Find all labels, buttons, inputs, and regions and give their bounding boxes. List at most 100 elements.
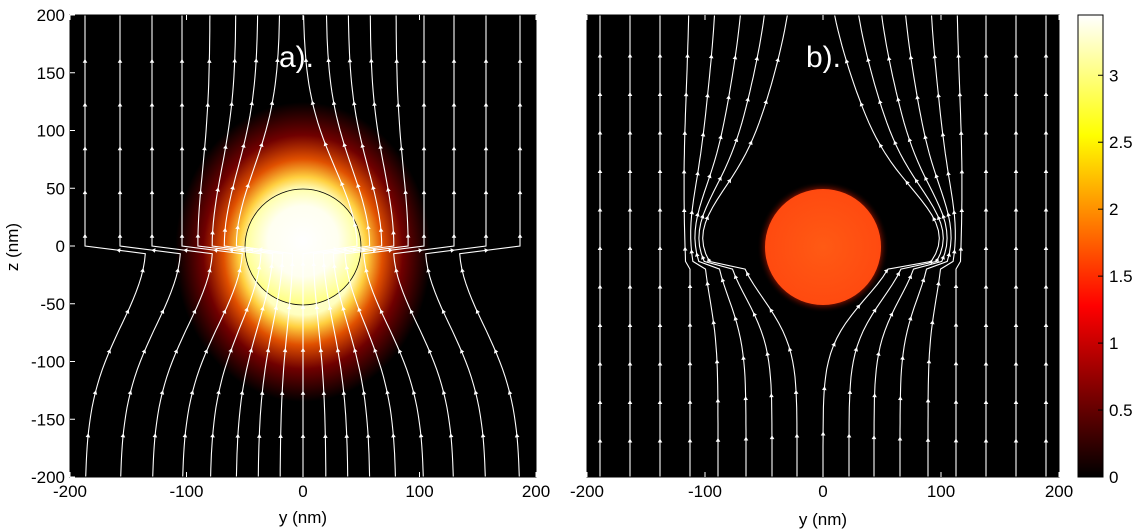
streamline-arrow	[745, 97, 750, 102]
streamline	[425, 15, 487, 477]
streamline-arrow	[260, 306, 265, 311]
streamline-arrow	[711, 320, 717, 325]
streamline-arrow	[1013, 130, 1019, 135]
streamline-arrow	[344, 265, 350, 270]
streamline-arrow	[754, 56, 759, 61]
streamline-arrow	[951, 249, 957, 254]
streamline-arrow	[1043, 169, 1049, 173]
streamline-arrow	[983, 169, 989, 173]
streamline-arrow	[192, 309, 197, 314]
streamline-arrow	[517, 146, 523, 151]
streamline-arrow	[897, 396, 903, 401]
streamline-arrow	[695, 252, 700, 257]
streamline-arrow	[923, 134, 928, 140]
streamline-arrow	[958, 130, 964, 135]
streamline-arrow	[179, 58, 185, 63]
streamline-arrow	[893, 140, 898, 146]
streamline-arrow	[681, 169, 687, 174]
streamline-arrow	[941, 214, 947, 219]
streamline-arrow	[391, 230, 396, 235]
streamline-arrow	[473, 390, 479, 395]
streamline-arrow	[876, 351, 881, 356]
x-tick-label: -200	[570, 482, 604, 501]
streamline-arrow	[237, 268, 242, 273]
streamline-arrow	[715, 398, 721, 403]
streamline-arrow	[149, 102, 155, 107]
streamline-arrow	[371, 185, 376, 190]
streamline-arrow	[321, 390, 327, 396]
streamline-arrow	[657, 92, 663, 96]
streamline-arrow	[116, 248, 121, 253]
streamline-arrow	[769, 308, 774, 313]
streamline-arrow	[1013, 207, 1019, 212]
streamline-arrow	[708, 54, 714, 59]
streamline-arrow	[232, 58, 237, 63]
streamline-arrow	[256, 433, 262, 438]
streamline-arrow	[229, 101, 234, 106]
streamline-arrow	[934, 257, 939, 263]
streamline-arrow	[426, 268, 431, 273]
streamline	[459, 15, 521, 477]
streamline-arrow	[450, 248, 455, 253]
streamline-arrow	[245, 183, 250, 188]
streamline-arrow	[707, 173, 712, 179]
streamline-arrow	[352, 101, 357, 106]
streamline-arrow	[748, 140, 753, 146]
streamline-arrow	[733, 316, 739, 321]
streamline-arrow	[223, 144, 228, 150]
streamline-arrow	[597, 246, 603, 250]
streamline-arrow	[120, 433, 126, 438]
streamline-arrow	[394, 268, 399, 273]
streamline-arrow	[925, 437, 931, 442]
y-tick-label: 200	[37, 6, 65, 25]
streamline-arrow	[451, 233, 457, 238]
streamline-arrow	[924, 176, 929, 181]
streamline-arrow	[303, 58, 309, 63]
streamline-arrow	[460, 268, 465, 273]
streamline-arrow	[300, 433, 306, 438]
streamline-arrow	[959, 208, 965, 213]
streamline	[702, 15, 798, 477]
streamline-arrow	[866, 57, 871, 63]
streamline-arrow	[300, 347, 306, 352]
streamline-arrow	[269, 263, 274, 269]
streamline-arrow	[983, 130, 989, 135]
streamline-arrow	[372, 248, 377, 253]
streamline	[332, 15, 395, 477]
streamline-arrow	[203, 349, 208, 354]
streamline-arrow	[229, 248, 234, 253]
colorbar-ticks: 3 2.5 2 1.5 1 0.5 0	[1098, 66, 1133, 487]
streamline-arrow	[1043, 400, 1049, 404]
streamline-arrow	[597, 361, 603, 366]
streamline-arrow	[627, 361, 633, 366]
streamline	[235, 15, 294, 477]
streamline-arrow	[946, 171, 951, 176]
streamline-arrow	[373, 348, 378, 353]
colorbar-gradient	[1077, 14, 1104, 478]
streamline-arrow	[517, 233, 523, 238]
streamline-arrow	[844, 59, 850, 64]
streamline-arrow	[361, 390, 367, 395]
streamline-arrow	[726, 178, 732, 184]
streamline-arrow	[983, 53, 989, 58]
streamline-arrow	[983, 400, 989, 404]
streamline-arrow	[318, 348, 324, 353]
streamline-arrow	[1043, 130, 1049, 135]
streamline-arrow	[752, 312, 758, 317]
streamline-arrow	[699, 214, 705, 219]
streamline-arrow	[907, 316, 913, 321]
streamline-arrow	[341, 306, 346, 311]
streamline-arrow	[627, 92, 633, 96]
streamline-arrow	[940, 132, 946, 137]
streamline-arrow	[451, 190, 457, 195]
streamline-arrow	[421, 190, 427, 195]
streamline-arrow	[775, 57, 780, 63]
streamline-arrow	[451, 58, 457, 63]
streamline-arrow	[959, 169, 965, 174]
streamline-arrow	[983, 207, 989, 212]
streamline-arrow	[956, 53, 961, 58]
streamline-arrow	[951, 210, 957, 215]
streamline-arrow	[82, 233, 88, 238]
streamline-arrow	[179, 146, 185, 151]
